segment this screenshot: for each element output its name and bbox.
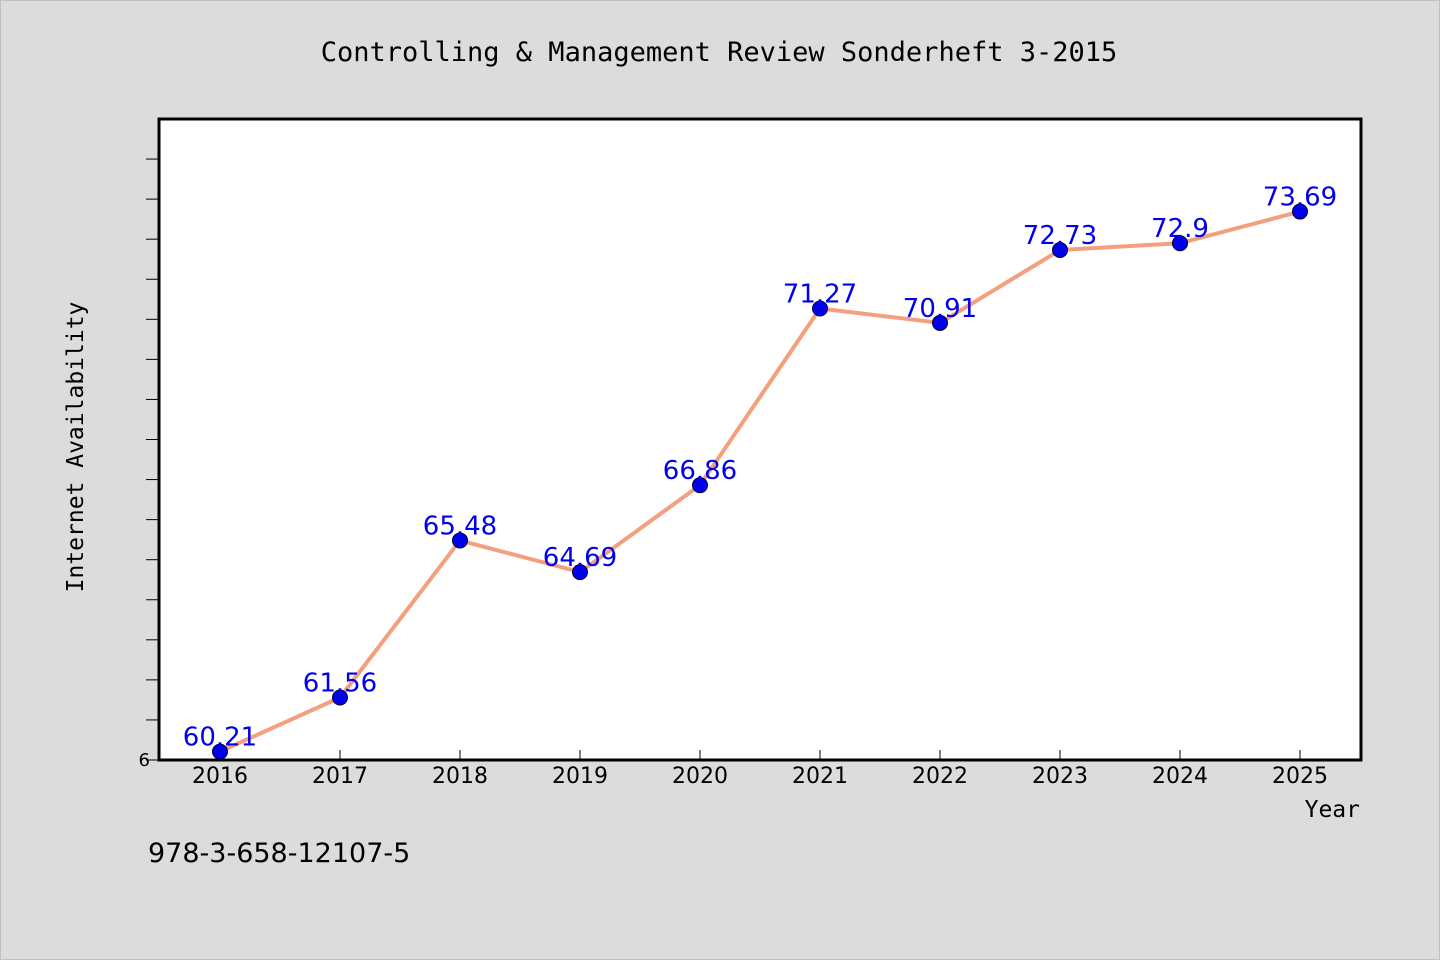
- data-point: [212, 743, 228, 760]
- data-label: 61.56: [303, 669, 377, 699]
- data-point: [692, 477, 708, 494]
- x-tick-label: 2023: [1032, 764, 1088, 789]
- data-label: 71.27: [783, 279, 857, 309]
- y-tick-label: 6: [139, 750, 150, 771]
- plot-area: [157, 117, 1363, 762]
- x-tick-label: 2025: [1272, 764, 1328, 789]
- data-label: 60.21: [183, 723, 257, 753]
- series-group: 60.21 61.56 65.48 64.69 66.86 71.27 70.91 72.73…: [183, 183, 1337, 760]
- data-point: [932, 314, 948, 331]
- data-label: 65.48: [423, 511, 497, 541]
- x-tick-label: 2020: [672, 764, 728, 789]
- data-point: [1052, 242, 1068, 259]
- data-point: [332, 689, 348, 706]
- x-axis-tick-labels: 2016 2017 2018 2019 2020 2021 2022 2023 2024 2025: [192, 764, 1328, 789]
- data-label: 72.9: [1151, 214, 1209, 244]
- data-point: [812, 300, 828, 317]
- series-line: [219, 209, 1301, 754]
- x-axis-label: Year: [1305, 797, 1360, 823]
- chart-title: Controlling & Management Review Sonderhe…: [321, 37, 1118, 68]
- x-tick-label: 2021: [792, 764, 848, 789]
- data-point: [452, 532, 468, 549]
- x-tick-label: 2016: [192, 764, 248, 789]
- data-label: 70.91: [903, 294, 977, 324]
- x-tick-label: 2017: [312, 764, 368, 789]
- x-tick-label: 2018: [432, 764, 488, 789]
- isbn-footer: 978-3-658-12107-5: [148, 838, 410, 869]
- data-label: 66.86: [663, 456, 737, 486]
- data-label: 73.69: [1263, 183, 1337, 213]
- data-point: [572, 564, 588, 581]
- data-point: [1292, 203, 1308, 220]
- y-axis-label: Internet Availability: [63, 302, 89, 593]
- x-tick-label: 2022: [912, 764, 968, 789]
- data-label: 72.73: [1023, 221, 1097, 251]
- x-tick-label: 2024: [1152, 764, 1208, 789]
- y-axis-ticks: [146, 158, 159, 761]
- data-point: [1172, 235, 1188, 252]
- data-label: 64.69: [543, 543, 617, 573]
- x-tick-label: 2019: [552, 764, 608, 789]
